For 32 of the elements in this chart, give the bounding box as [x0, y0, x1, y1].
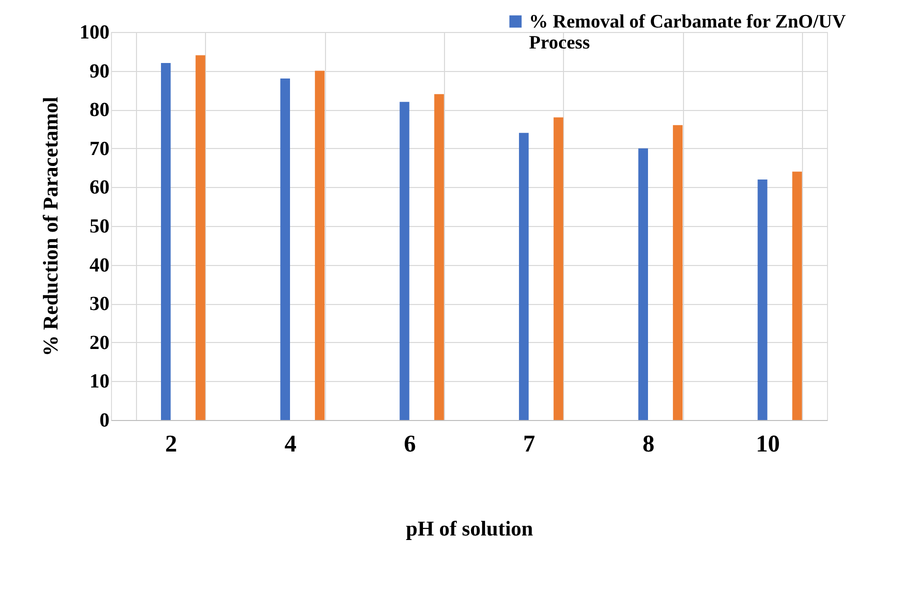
y-tick-label: 100	[80, 22, 110, 44]
bar	[792, 172, 802, 420]
bar	[434, 94, 444, 420]
legend-label: % Removal of Carbamate for ZnO/UV Process	[529, 12, 846, 54]
bar	[160, 63, 171, 420]
y-axis-title: % Reduction of Paracetamol	[38, 96, 62, 356]
x-axis-title: pH of solution	[406, 516, 534, 540]
x-tick-label: 4	[284, 432, 296, 458]
y-tick-label: 30	[90, 293, 110, 316]
bar	[196, 55, 206, 420]
y-tick-label: 60	[90, 176, 110, 199]
y-tick-label: 10	[90, 370, 110, 393]
y-tick-label: 20	[90, 332, 110, 354]
y-tick-label: 40	[90, 254, 110, 276]
bar	[672, 125, 683, 420]
y-tick-label: 50	[90, 216, 110, 238]
bar	[280, 78, 290, 420]
y-tick-label: 80	[90, 99, 110, 122]
bar	[400, 102, 410, 420]
bar	[314, 70, 325, 420]
x-tick-label: 6	[404, 432, 416, 458]
bar	[758, 179, 768, 420]
bar	[518, 132, 529, 420]
x-tick-label: 10	[756, 432, 780, 458]
x-tick-label: 7	[523, 432, 536, 458]
y-tick-label: 0	[100, 410, 110, 432]
y-tick-label: 70	[90, 138, 110, 160]
bar	[638, 148, 648, 420]
x-tick-label: 8	[642, 432, 654, 458]
x-tick-label: 2	[165, 432, 178, 458]
y-tick-label: 90	[90, 60, 110, 82]
bar	[554, 117, 564, 420]
